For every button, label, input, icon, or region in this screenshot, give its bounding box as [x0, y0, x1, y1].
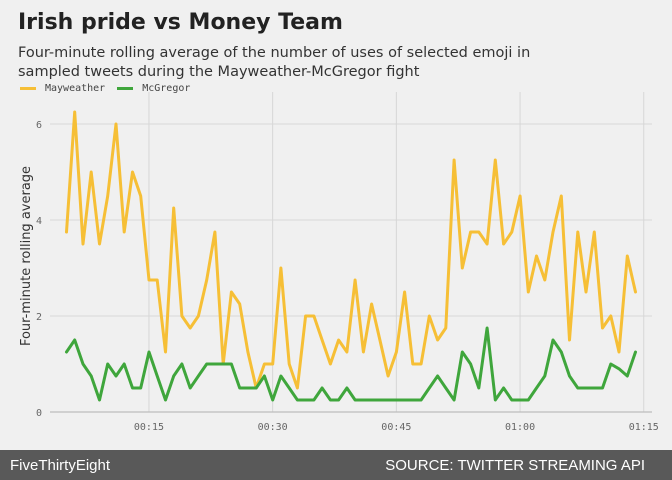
x-tick-label: 01:15 — [629, 422, 659, 433]
legend-item-mayweather: Mayweather — [20, 83, 105, 94]
y-axis-label: Four-minute rolling average — [19, 166, 34, 346]
footer-source: SOURCE: TWITTER STREAMING API — [385, 457, 645, 474]
legend-swatch-mcgregor — [117, 86, 134, 90]
x-tick-label: 00:15 — [134, 422, 164, 433]
legend-item-mcgregor: McGregor — [117, 83, 190, 94]
legend: Mayweather McGregor — [20, 81, 202, 95]
legend-label-mcgregor: McGregor — [142, 82, 191, 94]
y-tick-label: 0 — [36, 408, 42, 419]
footer-brand: FiveThirtyEight — [10, 457, 111, 474]
y-tick-label: 4 — [36, 216, 42, 227]
series-line-mayweather — [65, 110, 637, 390]
line-chart: 0 2 4 6 00:15 00:30 00:45 01:00 01:15 Four-minute… — [19, 92, 659, 433]
x-tick-label: 00:30 — [258, 422, 288, 433]
x-tick-label: 00:45 — [381, 422, 411, 433]
y-tick-label: 6 — [36, 120, 42, 131]
footer-bar: FiveThirtyEight SOURCE: TWITTER STREAMIN… — [0, 450, 672, 480]
legend-swatch-mayweather — [20, 86, 36, 90]
legend-label-mayweather: Mayweather — [45, 82, 106, 94]
chart-title: Irish pride vs Money Team — [18, 10, 343, 35]
chart-subtitle: Four-minute rolling average of the numbe… — [18, 45, 531, 80]
series-line-mcgregor — [65, 326, 637, 402]
y-tick-label: 2 — [36, 312, 42, 323]
x-tick-label: 01:00 — [505, 422, 535, 433]
